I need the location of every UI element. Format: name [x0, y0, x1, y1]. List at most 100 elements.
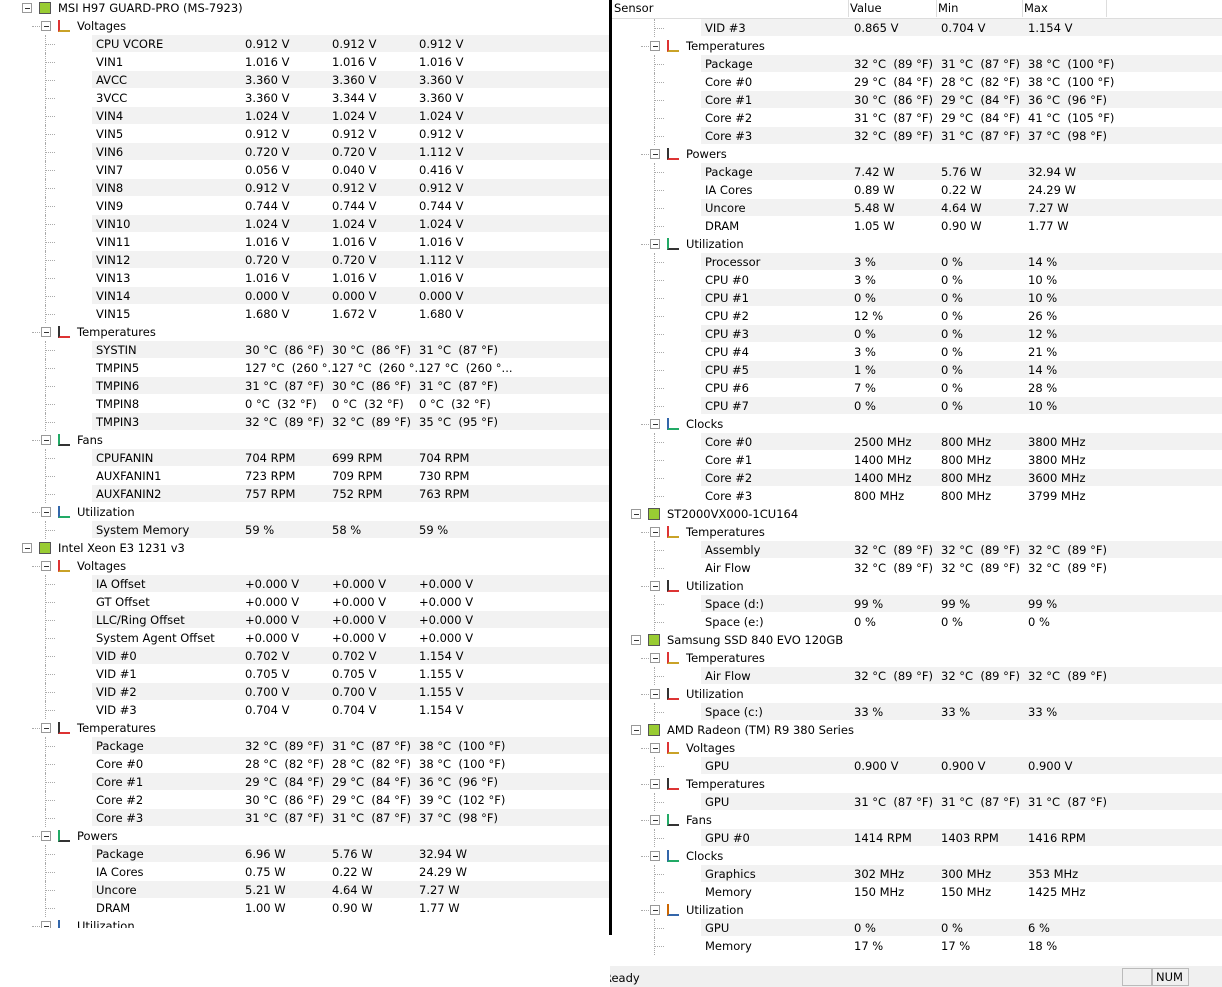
sensor-value: 0 %	[854, 615, 876, 629]
sensor-min: 0.702 V	[332, 649, 377, 663]
sensor-name: 3VCC	[96, 91, 128, 105]
tree-line	[641, 748, 649, 749]
group-name: Temperatures	[686, 525, 765, 539]
group-name: Voltages	[686, 741, 736, 755]
sensor-max: 1.154 V	[1028, 21, 1073, 35]
sensor-name: VIN10	[96, 217, 131, 231]
tree-line	[654, 766, 664, 767]
tree-line	[654, 838, 664, 839]
sensor-name: CPU #7	[705, 399, 749, 413]
expand-toggle[interactable]	[631, 635, 641, 645]
row-shade	[92, 575, 609, 592]
expand-toggle[interactable]	[650, 689, 660, 699]
tree-line	[654, 262, 664, 263]
group-name: Utilization	[686, 579, 744, 593]
sensor-name: Core #2	[705, 111, 753, 125]
expand-toggle[interactable]	[650, 815, 660, 825]
tree-line	[32, 566, 40, 567]
row-shade	[701, 757, 1222, 774]
sensor-max: 1.112 V	[419, 145, 464, 159]
expand-toggle[interactable]	[650, 743, 660, 753]
expand-toggle[interactable]	[41, 435, 51, 445]
sensor-min: 0.705 V	[332, 667, 377, 681]
sensor-max: 0.900 V	[1028, 759, 1073, 773]
expand-toggle[interactable]	[41, 921, 51, 928]
sensor-min: 0.720 V	[332, 253, 377, 267]
sensor-value: 1.016 V	[245, 55, 290, 69]
header-cell: Sensor	[614, 1, 654, 15]
device-name: Intel Xeon E3 1231 v3	[58, 541, 185, 555]
sensor-min: 33 %	[941, 705, 971, 719]
expand-toggle[interactable]	[650, 149, 660, 159]
sensor-max: 127 °C (260 °...	[419, 361, 513, 375]
tree-line	[654, 370, 664, 371]
tree-line	[641, 694, 649, 695]
row-shade	[701, 667, 1222, 684]
sensor-max: 38 °C (100 °F)	[1028, 57, 1115, 71]
sensor-min: 31 °C (87 °F)	[941, 795, 1021, 809]
sensor-max: 12 %	[1028, 327, 1058, 341]
sensor-max: 1.155 V	[419, 667, 464, 681]
tree-line	[45, 602, 55, 603]
status-pane	[1122, 968, 1152, 986]
expand-toggle[interactable]	[650, 239, 660, 249]
tree-line	[641, 856, 649, 857]
sensor-min: 800 MHz	[941, 435, 992, 449]
tree-line	[45, 224, 55, 225]
device-icon	[648, 724, 660, 736]
sensor-name: CPU #5	[705, 363, 749, 377]
sensor-value: 31 °C (87 °F)	[245, 811, 325, 825]
expand-toggle[interactable]	[650, 41, 660, 51]
expand-toggle[interactable]	[650, 581, 660, 591]
sensor-max: 0.912 V	[419, 181, 464, 195]
expand-toggle[interactable]	[22, 3, 32, 13]
sensor-max: 1425 MHz	[1028, 885, 1086, 899]
sensor-name: VIN13	[96, 271, 131, 285]
expand-toggle[interactable]	[631, 725, 641, 735]
device-name: Samsung SSD 840 EVO 120GB	[667, 633, 844, 647]
sensor-value: 0.720 V	[245, 253, 290, 267]
sensor-value: 0.704 V	[245, 703, 290, 717]
tree-line	[641, 244, 649, 245]
sensor-min: 0 %	[941, 309, 963, 323]
expand-toggle[interactable]	[41, 561, 51, 571]
sensor-value: 1.05 W	[854, 219, 895, 233]
sensor-max: 1.155 V	[419, 685, 464, 699]
expand-toggle[interactable]	[22, 543, 32, 553]
expand-toggle[interactable]	[631, 509, 641, 519]
group-icon	[58, 20, 70, 32]
sensor-min: 0 %	[941, 381, 963, 395]
sensor-min: 99 %	[941, 597, 971, 611]
sensor-value: 2500 MHz	[854, 435, 912, 449]
expand-toggle[interactable]	[650, 779, 660, 789]
sensor-name: GPU	[705, 759, 730, 773]
sensor-max: 37 °C (98 °F)	[419, 811, 499, 825]
sensor-name: Space (c:)	[705, 705, 763, 719]
expand-toggle[interactable]	[650, 851, 660, 861]
sensor-name: Memory	[705, 939, 752, 953]
sensor-max: 0 %	[1028, 615, 1050, 629]
expand-toggle[interactable]	[41, 723, 51, 733]
status-indicator: NUM	[1152, 968, 1189, 986]
device-icon	[648, 508, 660, 520]
sensor-name: Core #3	[705, 129, 753, 143]
expand-toggle[interactable]	[41, 327, 51, 337]
expand-toggle[interactable]	[650, 419, 660, 429]
sensor-max: 31 °C (87 °F)	[419, 343, 499, 357]
expand-toggle[interactable]	[650, 653, 660, 663]
sensor-min: 0.90 W	[941, 219, 982, 233]
sensor-value: 0.865 V	[854, 21, 899, 35]
sensor-value: 0.912 V	[245, 37, 290, 51]
header-separator	[1106, 0, 1107, 17]
sensor-value: 30 °C (86 °F)	[854, 93, 934, 107]
expand-toggle[interactable]	[41, 507, 51, 517]
sensor-min: 32 °C (89 °F)	[941, 561, 1021, 575]
sensor-name: VIN7	[96, 163, 124, 177]
expand-toggle[interactable]	[41, 831, 51, 841]
expand-toggle[interactable]	[41, 21, 51, 31]
row-shade	[701, 919, 1222, 936]
expand-toggle[interactable]	[650, 527, 660, 537]
row-shade	[701, 163, 1222, 180]
expand-toggle[interactable]	[650, 905, 660, 915]
